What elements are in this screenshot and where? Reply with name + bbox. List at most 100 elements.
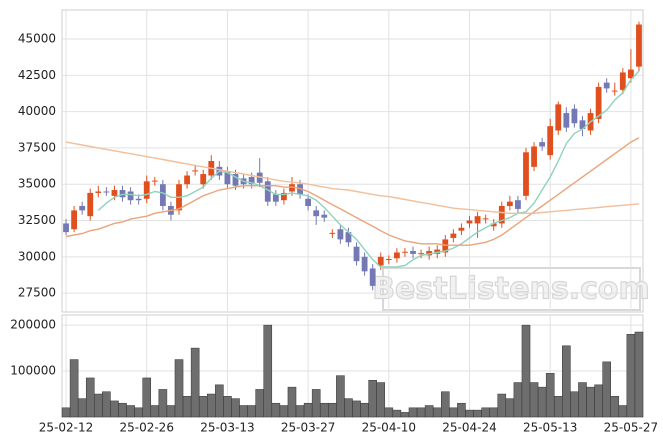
candle-body [135,198,142,201]
volume-bar [102,391,111,418]
volume-bar [578,382,587,418]
x-tick-label: 25-03-13 [200,421,254,435]
volume-bar [287,386,297,418]
volume-bar [231,398,240,418]
volume-bar [529,382,539,418]
volume-bar [553,396,563,418]
volume-bar [174,359,184,418]
volume-bar [562,345,571,418]
volume-bar [400,412,410,418]
candle-body [192,170,199,172]
volume-bar [247,405,256,418]
y-tick-label: 30000 [18,249,56,263]
candle-body [281,192,287,201]
candle-body [321,214,328,218]
watermark: BestListens.com [372,272,650,307]
candle-body [79,206,86,211]
candle-body [143,181,150,199]
candle-body [119,190,126,198]
candle-body [531,146,537,167]
volume-bar [77,398,87,418]
volume-bar [457,402,466,418]
candle-body [305,198,312,207]
candle-body [87,192,94,217]
volume-bar [303,402,313,418]
volume-bar [255,389,264,418]
candle-body [466,220,473,224]
candle-body [127,191,134,201]
candle-body [184,175,190,185]
volume-bar [215,384,224,418]
volume-bar [570,391,579,418]
volume-bar [223,396,232,418]
candle-body [410,251,416,254]
candle-body [563,113,570,128]
volume-bar [319,402,329,418]
volume-bar [416,407,426,418]
volume-bar [497,393,507,418]
volume-bar [61,407,71,418]
volume-bar [271,402,281,418]
candle-body [232,174,239,186]
candle-body [474,216,481,224]
candle-body [361,256,368,272]
candle-body [595,86,602,119]
price-pane [61,9,644,313]
y-tick-label: 35000 [18,177,56,191]
volume-bar [545,373,555,418]
volume-bar [473,409,482,418]
candle-body [111,190,118,196]
volume-bar [505,398,515,418]
x-tick-label: 25-05-27 [604,421,658,435]
candle-body [63,223,69,233]
candle-body [377,256,384,266]
candle-body [200,174,207,185]
y-tick-label: 42500 [18,68,56,82]
volume-bar [594,384,603,418]
candle-body [555,104,562,131]
candle-body [151,180,158,182]
volume-bar [263,324,273,418]
volume-bar [118,402,127,418]
candle-body [442,239,449,253]
volume-bar [166,405,176,418]
volume-bar [279,405,289,418]
volume-bar [328,402,337,418]
candle-body [434,249,441,254]
candle-body [636,24,642,67]
candle-body [337,229,344,240]
volume-bar [158,389,168,418]
candle-body [369,268,376,286]
x-tick-label: 25-02-12 [39,421,93,435]
candle-body [547,126,554,156]
candle-body [627,69,634,79]
volume-bar [408,407,418,418]
x-tick-label: 25-03-27 [281,421,335,435]
volume-bar [449,407,458,418]
volume-bar [182,396,192,418]
volume-bar [618,405,628,418]
candle-body [603,82,610,89]
candle-body [289,184,295,192]
volume-bar [336,375,345,418]
moving-average-line [65,137,640,246]
volume-bar [126,405,135,418]
volume-bar [85,377,95,418]
candle-body [539,142,546,147]
volume-bar [586,386,595,418]
volume-bar [207,393,216,418]
volume-bar [150,405,160,418]
volume-bar [392,409,402,418]
candle-body [224,171,231,185]
watermark-box [382,267,641,311]
volume-bar [626,334,636,418]
candle-body [418,253,424,255]
y-tick-label: 200000 [10,318,56,332]
volume-bar [134,407,143,418]
candle-body [329,232,336,234]
volume-bar [634,331,644,418]
y-tick-label: 100000 [10,364,56,378]
y-tick-label: 32500 [18,213,56,227]
volume-bar [110,400,119,418]
volume-bar [190,347,200,418]
